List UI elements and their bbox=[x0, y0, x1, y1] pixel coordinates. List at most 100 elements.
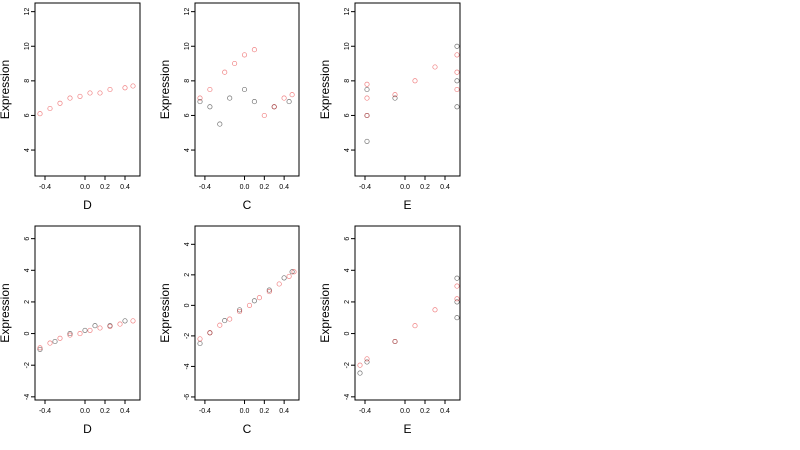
data-point bbox=[281, 275, 287, 281]
data-point bbox=[107, 323, 113, 329]
data-point bbox=[47, 105, 53, 112]
y-tick-label: -6 bbox=[184, 394, 191, 400]
data-point bbox=[266, 287, 272, 293]
data-point bbox=[454, 275, 460, 281]
y-tick-label: 10 bbox=[24, 42, 31, 50]
data-point bbox=[256, 295, 262, 301]
y-tick-label: 2 bbox=[184, 273, 191, 277]
y-tick-label: 4 bbox=[24, 268, 31, 272]
x-axis-label: D bbox=[83, 198, 92, 212]
plot-frame bbox=[194, 2, 300, 177]
y-tick-label: 10 bbox=[344, 42, 351, 50]
y-tick-label: 8 bbox=[24, 79, 31, 83]
data-point bbox=[107, 86, 113, 93]
data-point bbox=[207, 86, 213, 93]
data-point bbox=[197, 336, 203, 342]
data-point bbox=[57, 335, 63, 341]
data-point bbox=[97, 325, 103, 331]
data-point bbox=[454, 296, 460, 302]
x-tick-label: 0.0 bbox=[240, 408, 250, 415]
data-point bbox=[97, 90, 103, 96]
data-point bbox=[207, 330, 213, 336]
data-point bbox=[222, 69, 228, 75]
x-axis-label: C bbox=[243, 422, 252, 436]
data-point bbox=[357, 362, 363, 368]
data-point bbox=[67, 95, 73, 101]
x-tick-label: 0.2 bbox=[259, 408, 269, 415]
data-point bbox=[82, 327, 88, 333]
data-point bbox=[232, 60, 238, 67]
plot-frame bbox=[354, 225, 461, 401]
data-point bbox=[237, 308, 243, 315]
data-point bbox=[87, 327, 93, 333]
data-point bbox=[454, 86, 460, 93]
data-point bbox=[454, 315, 460, 321]
data-point bbox=[130, 318, 136, 324]
y-axis-label: Expression bbox=[158, 60, 172, 119]
data-point bbox=[364, 81, 370, 87]
ticks: -0.4 0.0 0.2 0.4 4 6 8 10 12 bbox=[24, 8, 130, 191]
data-point bbox=[222, 318, 228, 324]
data-point bbox=[92, 323, 98, 329]
data-point bbox=[237, 307, 243, 313]
y-tick-label: -2 bbox=[184, 333, 191, 339]
data-point bbox=[286, 99, 292, 105]
y-tick-label: 4 bbox=[184, 242, 191, 246]
y-tick-label: 6 bbox=[24, 237, 31, 241]
data-point bbox=[197, 95, 203, 101]
data-point bbox=[281, 95, 287, 101]
x-axis-label: D bbox=[83, 422, 92, 436]
data-point bbox=[217, 322, 223, 328]
y-tick-label: -2 bbox=[24, 362, 31, 368]
y-axis-label: Expression bbox=[318, 60, 332, 119]
data-point bbox=[289, 269, 295, 275]
x-tick-label: 0.0 bbox=[80, 184, 90, 191]
data-point bbox=[197, 340, 203, 347]
x-tick-label: 0.4 bbox=[440, 184, 450, 191]
y-tick-label: 12 bbox=[24, 8, 31, 16]
x-tick-label: 0.4 bbox=[120, 184, 130, 191]
data-point bbox=[67, 331, 73, 337]
data-point bbox=[251, 47, 257, 53]
panel-2: -0.4 0.0 0.2 0.4 4 6 8 10 12 C Expression bbox=[158, 2, 300, 212]
y-axis-label: Expression bbox=[0, 283, 12, 342]
data-point bbox=[207, 104, 213, 110]
y-tick-label: 6 bbox=[184, 113, 191, 117]
y-tick-label: -4 bbox=[184, 363, 191, 369]
data-point bbox=[251, 298, 257, 304]
data-point bbox=[364, 95, 370, 101]
data-point bbox=[364, 138, 370, 144]
x-axis-label: C bbox=[243, 198, 252, 212]
data-point bbox=[432, 64, 438, 70]
panel-3: -0.4 0.0 0.2 0.4 4 6 8 10 12 E Expression bbox=[318, 2, 461, 212]
y-tick-label: 0 bbox=[344, 332, 351, 336]
x-axis-label: E bbox=[403, 198, 411, 212]
x-tick-label: 0.4 bbox=[279, 184, 289, 191]
x-tick-label: 0.2 bbox=[420, 184, 430, 191]
data-point bbox=[217, 121, 223, 127]
data-point bbox=[197, 99, 203, 105]
plot-frame bbox=[34, 225, 141, 401]
data-point bbox=[246, 302, 253, 308]
x-tick-label: -0.4 bbox=[199, 184, 211, 191]
panel-6: -0.4 0.0 0.2 0.4 -4 -2 0 2 4 6 E Expression bbox=[318, 225, 461, 436]
data-point bbox=[122, 85, 128, 91]
data-point bbox=[37, 345, 43, 351]
data-point bbox=[286, 273, 292, 279]
y-tick-label: 10 bbox=[184, 42, 191, 50]
data-point bbox=[271, 104, 277, 110]
x-tick-label: 0.2 bbox=[100, 184, 110, 191]
data-point bbox=[392, 92, 398, 98]
data-point bbox=[364, 112, 370, 119]
ticks: -0.4 0.0 0.2 0.4 -4 -2 0 2 4 6 bbox=[24, 237, 130, 415]
y-tick-label: -2 bbox=[344, 362, 351, 368]
y-tick-label: 4 bbox=[344, 148, 351, 152]
x-axis-label: E bbox=[403, 422, 411, 436]
data-point bbox=[276, 281, 282, 287]
y-tick-label: 12 bbox=[184, 8, 191, 16]
plot-frame bbox=[34, 2, 141, 177]
y-tick-label: 6 bbox=[24, 113, 31, 117]
data-point bbox=[357, 370, 363, 376]
